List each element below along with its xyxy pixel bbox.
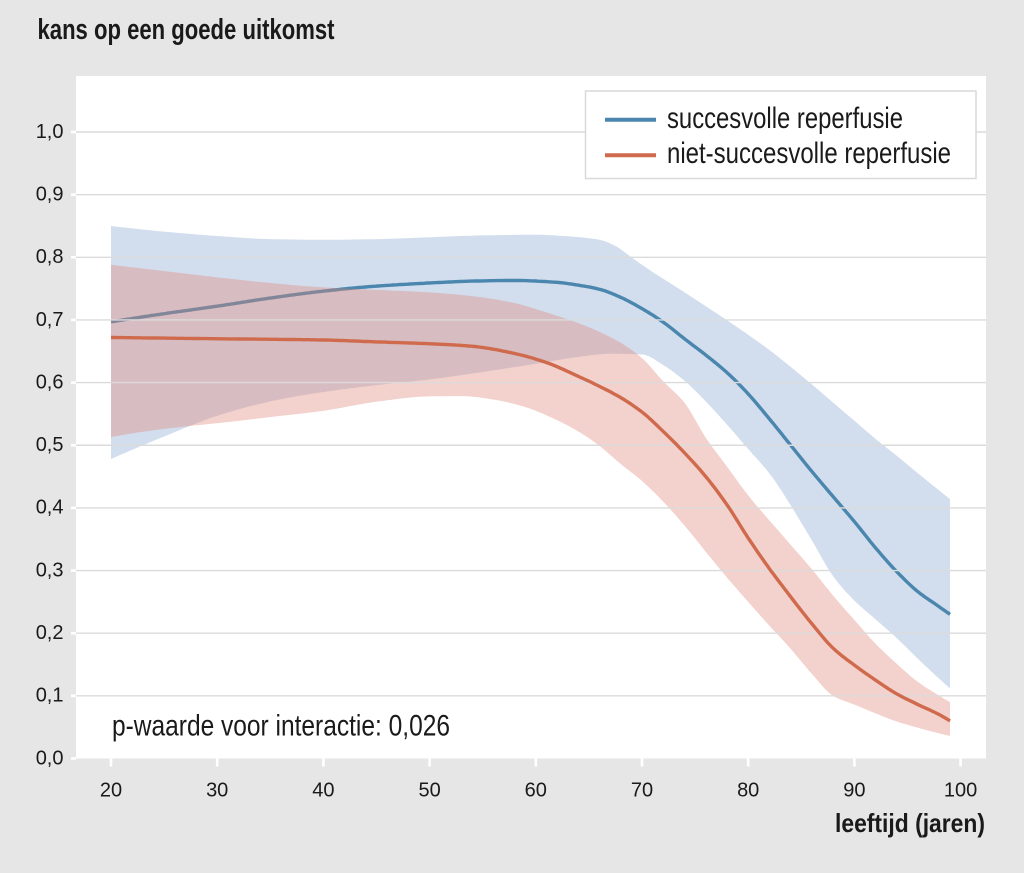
svg-text:0,1: 0,1 xyxy=(36,685,64,707)
svg-text:succesvolle reperfusie: succesvolle reperfusie xyxy=(667,102,903,135)
svg-text:70: 70 xyxy=(631,780,653,802)
svg-text:40: 40 xyxy=(312,780,334,802)
svg-text:0,7: 0,7 xyxy=(36,309,64,331)
svg-text:0,2: 0,2 xyxy=(36,622,64,644)
svg-text:20: 20 xyxy=(100,780,122,802)
svg-text:0,8: 0,8 xyxy=(36,246,64,268)
svg-text:60: 60 xyxy=(525,780,547,802)
svg-text:0,5: 0,5 xyxy=(36,434,64,456)
svg-text:p-waarde voor interactie: 0,02: p-waarde voor interactie: 0,026 xyxy=(112,710,450,743)
svg-text:100: 100 xyxy=(944,780,977,802)
svg-text:30: 30 xyxy=(206,780,228,802)
svg-text:50: 50 xyxy=(418,780,440,802)
svg-text:0,6: 0,6 xyxy=(36,371,64,393)
svg-text:0,4: 0,4 xyxy=(36,497,64,519)
svg-text:leeftijd (jaren): leeftijd (jaren) xyxy=(835,808,985,838)
svg-text:0,3: 0,3 xyxy=(36,559,64,581)
svg-text:0,9: 0,9 xyxy=(36,183,64,205)
svg-text:90: 90 xyxy=(843,780,865,802)
svg-text:niet-succesvolle reperfusie: niet-succesvolle reperfusie xyxy=(667,137,951,170)
svg-text:80: 80 xyxy=(737,780,759,802)
svg-text:1,0: 1,0 xyxy=(36,121,64,143)
svg-text:0,0: 0,0 xyxy=(36,747,64,769)
svg-text:kans op een goede uitkomst: kans op een goede uitkomst xyxy=(38,14,335,46)
